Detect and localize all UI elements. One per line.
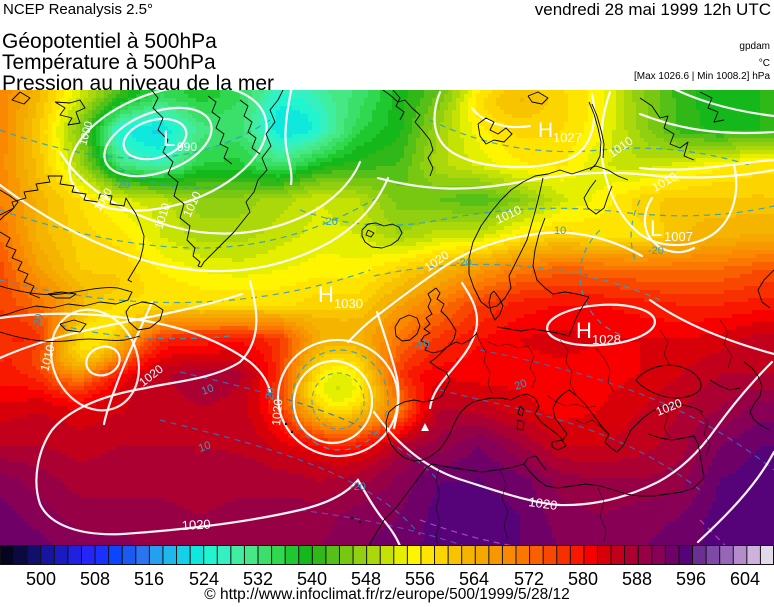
- svg-text:H: H: [576, 318, 592, 343]
- svg-text:1030: 1030: [334, 296, 363, 311]
- svg-text:20: 20: [513, 377, 529, 392]
- svg-text:1010: 1010: [37, 343, 58, 373]
- svg-text:H: H: [318, 282, 334, 307]
- svg-text:1020: 1020: [528, 494, 559, 513]
- svg-text:-20: -20: [114, 179, 130, 191]
- svg-text:-20: -20: [456, 257, 472, 269]
- svg-text:1020: 1020: [181, 517, 211, 533]
- svg-text:L: L: [163, 126, 175, 151]
- svg-text:-20: -20: [350, 481, 366, 493]
- svg-text:1020: 1020: [269, 398, 285, 426]
- svg-text:10: 10: [554, 225, 566, 237]
- svg-text:10: 10: [197, 439, 213, 454]
- svg-text:L: L: [650, 216, 662, 241]
- svg-text:-20: -20: [31, 313, 46, 331]
- svg-text:1007: 1007: [664, 229, 693, 244]
- svg-text:-20: -20: [322, 216, 338, 228]
- svg-text:-20: -20: [648, 245, 664, 257]
- svg-text:990: 990: [177, 140, 197, 154]
- svg-text:-10: -10: [413, 337, 431, 353]
- svg-text:-20: -20: [263, 387, 278, 405]
- svg-text:1027: 1027: [553, 130, 582, 145]
- svg-text:10: 10: [200, 382, 216, 397]
- svg-text:H: H: [538, 119, 553, 142]
- svg-text:1028: 1028: [592, 332, 621, 347]
